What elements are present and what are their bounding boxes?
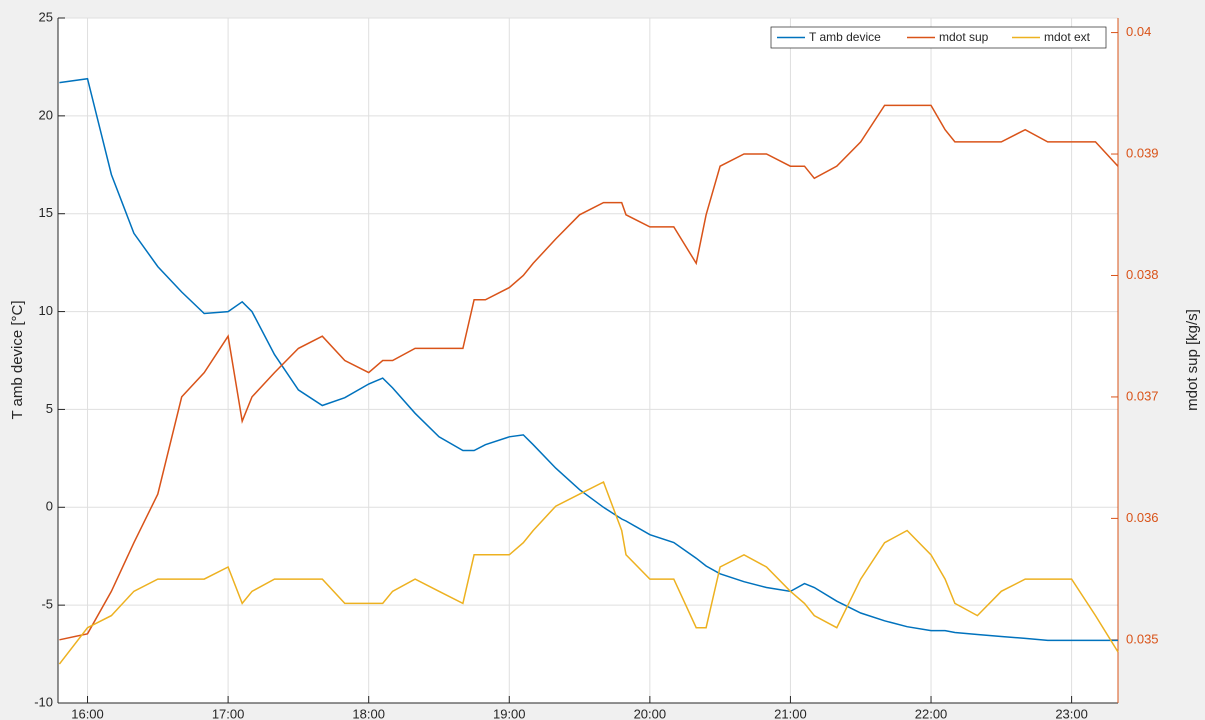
y-tick-label: -5 <box>41 597 53 612</box>
y2-tick-label: 0.04 <box>1126 24 1151 39</box>
x-tick-label: 17:00 <box>212 706 245 720</box>
y2-tick-label: 0.038 <box>1126 267 1159 282</box>
y-tick-label: 0 <box>46 499 53 514</box>
y2-tick-label: 0.037 <box>1126 388 1159 403</box>
x-tick-label: 23:00 <box>1055 706 1088 720</box>
series-line <box>58 480 1119 665</box>
x-tick-label: 19:00 <box>493 706 526 720</box>
y2-axis-label: mdot sup [kg/s] <box>1184 309 1201 411</box>
y-axis-label: T amb device [°C] <box>9 300 26 419</box>
y-tick-label: 5 <box>46 401 53 416</box>
y-tick-label: 25 <box>39 9 53 24</box>
legend-label: mdot sup <box>939 30 989 44</box>
legend-label: T amb device <box>809 30 881 44</box>
y2-tick-label: 0.035 <box>1126 631 1159 646</box>
legend-box <box>770 26 1107 49</box>
x-tick-label: 20:00 <box>634 706 667 720</box>
legend-label: mdot ext <box>1044 30 1091 44</box>
y2-tick-label: 0.039 <box>1126 145 1159 160</box>
y-tick-label: 15 <box>39 205 53 220</box>
x-tick-label: 21:00 <box>774 706 807 720</box>
x-tick-label: 16:00 <box>71 706 104 720</box>
x-tick-label: 22:00 <box>915 706 948 720</box>
y2-tick-label: 0.036 <box>1126 510 1159 525</box>
y-tick-label: 20 <box>39 107 53 122</box>
series-line <box>59 104 1119 641</box>
x-tick-label: 18:00 <box>352 706 385 720</box>
y-tick-label: -10 <box>34 694 53 709</box>
y-tick-label: 10 <box>39 303 53 318</box>
series-line <box>59 77 1118 642</box>
plot-area <box>58 18 1118 703</box>
